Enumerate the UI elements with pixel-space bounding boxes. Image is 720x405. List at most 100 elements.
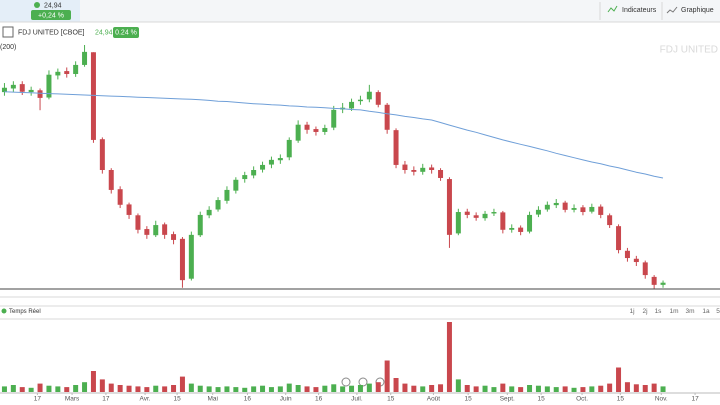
candle-body: [331, 109, 337, 128]
volume-bar: [331, 384, 337, 392]
volume-bar: [90, 371, 96, 392]
candle-body: [313, 129, 319, 132]
volume-bar: [482, 385, 488, 392]
range-button[interactable]: 5: [716, 308, 720, 315]
candle-body: [153, 225, 159, 236]
candle-body: [402, 164, 408, 170]
volume-bar: [268, 387, 274, 392]
candle-body: [206, 209, 212, 216]
range-button[interactable]: 1s: [655, 308, 663, 315]
ma-line: [4, 91, 664, 179]
volume-bar: [64, 387, 70, 392]
candle-body: [357, 99, 363, 102]
volume-bar: [375, 382, 381, 392]
x-tick-label: 15: [537, 396, 545, 403]
candle-body: [251, 170, 257, 176]
x-tick-label: 16: [244, 396, 252, 403]
volume-bar: [464, 385, 470, 392]
x-tick-label: Juil.: [351, 396, 363, 403]
volume-bar: [304, 386, 310, 392]
candle-body: [607, 215, 613, 226]
candle-body: [660, 282, 666, 285]
candle-body: [224, 189, 230, 201]
volume-bar: [553, 387, 559, 392]
volume-bar: [10, 385, 16, 392]
volume-bar: [535, 385, 541, 392]
volume-bar: [322, 385, 328, 392]
volume-bar: [642, 385, 648, 392]
range-buttons: 1j 2j 1s 1m 3m 1a 5: [629, 308, 720, 315]
candle-body: [509, 227, 515, 230]
candle-body: [633, 258, 639, 263]
chart-icon[interactable]: [666, 6, 678, 14]
volume-bar: [171, 385, 177, 392]
range-button[interactable]: 2j: [642, 308, 647, 315]
candle-body: [260, 164, 266, 170]
realtime-label: Temps Réel: [9, 309, 41, 315]
volume-bar: [286, 383, 292, 392]
volume-bar: [277, 386, 283, 392]
zoom-out[interactable]: [358, 377, 368, 387]
volume-bar: [527, 385, 533, 392]
volume-bar: [19, 387, 25, 392]
range-button[interactable]: 3m: [685, 308, 694, 315]
candle-body: [571, 208, 577, 210]
candle-body: [28, 89, 34, 93]
volume-bar: [108, 383, 114, 392]
chart-button[interactable]: Graphique: [681, 7, 714, 14]
watermark: FDJ UNITED: [660, 45, 718, 56]
candle-body: [420, 167, 426, 172]
volume-bar: [616, 367, 622, 392]
volume-bar: [651, 383, 657, 392]
candle-body: [286, 139, 292, 158]
candle-body: [411, 170, 417, 172]
volume-bar: [99, 379, 105, 392]
top-bar: [0, 0, 720, 22]
header-price: 24,94: [44, 2, 62, 9]
x-tick-label: Avr.: [140, 396, 151, 403]
x-tick-label: 15: [465, 396, 473, 403]
volume-bar: [206, 386, 212, 392]
candle-body: [553, 202, 559, 206]
volume-bar: [518, 387, 524, 392]
volume-bar: [393, 378, 399, 392]
volume-bar: [571, 387, 577, 392]
range-button[interactable]: 1m: [669, 308, 678, 315]
candle-body: [46, 74, 52, 98]
indicators-icon[interactable]: [607, 5, 618, 13]
candle-body: [598, 206, 604, 215]
candle-body: [242, 175, 248, 180]
candle-body: [366, 91, 372, 100]
volume-bar: [580, 387, 586, 392]
volume-bar: [197, 385, 203, 392]
volume-bar: [660, 386, 666, 392]
x-tick-label: 15: [617, 396, 625, 403]
volume-bar: [384, 360, 390, 392]
header-change-badge: [31, 10, 71, 20]
candle-body: [55, 71, 61, 76]
candle-body: [446, 179, 452, 235]
reset-zoom[interactable]: [341, 377, 351, 387]
candle-body: [589, 206, 595, 212]
volume-bar: [438, 384, 444, 392]
range-button[interactable]: 1a: [702, 308, 710, 315]
candle-body: [393, 130, 399, 165]
candle-body: [64, 71, 70, 74]
symbol-change: 0.24 %: [115, 30, 137, 37]
volume-bar: [233, 387, 239, 392]
volume-bar: [153, 385, 159, 392]
chart-type-icon[interactable]: [2, 26, 14, 38]
x-tick-label: 17: [691, 396, 699, 403]
candle-body: [37, 90, 43, 98]
volume-bar: [73, 385, 79, 392]
range-button[interactable]: 1j: [629, 308, 634, 315]
symbol-change-badge: [113, 27, 139, 38]
candle-body: [473, 215, 479, 218]
candle-body: [518, 227, 524, 232]
indicators-button[interactable]: Indicateurs: [622, 7, 657, 14]
realtime-dot: [1, 308, 7, 314]
candle-body: [10, 84, 16, 89]
x-tick-label: 16: [315, 396, 323, 403]
volume-bar: [251, 386, 257, 392]
volume-bar: [562, 386, 568, 392]
